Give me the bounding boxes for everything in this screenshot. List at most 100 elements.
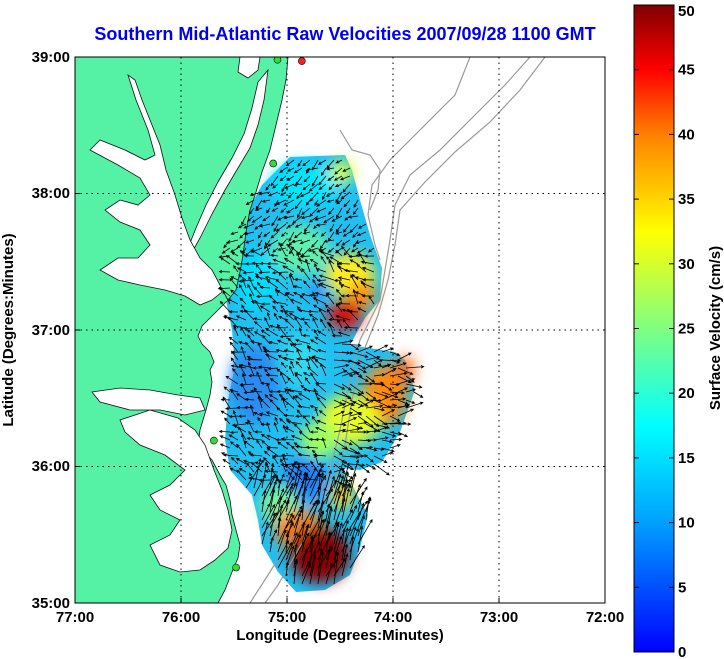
velocity-arrow-530 xyxy=(222,396,231,409)
velocity-arrow-301 xyxy=(272,305,279,313)
velocity-arrow-602 xyxy=(266,421,271,433)
velocity-arrow-216 xyxy=(343,268,359,273)
velocity-arrow-229 xyxy=(301,267,311,281)
station-delaware-marker xyxy=(273,57,282,64)
velocity-arrow-13 xyxy=(326,167,335,171)
velocity-arrow-113 xyxy=(270,231,279,239)
velocity-arrow-576 xyxy=(232,409,239,425)
velocity-arrow-623 xyxy=(246,436,263,441)
velocity-arrow-208 xyxy=(282,265,295,273)
velocity-arrow-197 xyxy=(349,259,359,265)
velocity-arrow-241 xyxy=(248,275,255,289)
velocity-arrow-865 xyxy=(349,544,365,569)
velocity-arrow-413 xyxy=(373,359,382,367)
velocity-arrow-55 xyxy=(294,199,303,210)
velocity-arrow-261 xyxy=(253,286,263,297)
velocity-arrow-462 xyxy=(242,372,247,385)
velocity-arrow-808 xyxy=(261,511,278,537)
velocity-arrow-53 xyxy=(275,199,287,205)
velocity-arrow-84 xyxy=(291,215,303,224)
velocity-arrow-600 xyxy=(247,419,255,433)
velocity-arrow-274 xyxy=(354,291,367,297)
velocity-arrow-591 xyxy=(357,421,368,425)
velocity-arrow-240 xyxy=(242,278,247,289)
velocity-arrow-322 xyxy=(288,312,303,321)
velocity-arrow-751 xyxy=(333,473,342,497)
velocity-arrow-843 xyxy=(341,527,352,553)
velocity-arrow-358 xyxy=(328,322,335,337)
velocity-arrow-289 xyxy=(325,293,335,305)
velocity-arrow-211 xyxy=(314,262,319,273)
velocity-arrow-20 xyxy=(303,175,311,183)
velocity-arrow-573 xyxy=(389,415,401,422)
velocity-arrow-114 xyxy=(281,231,287,238)
velocity-arrow-465 xyxy=(260,381,271,386)
velocity-arrow-632 xyxy=(333,439,349,450)
velocity-arrow-175 xyxy=(319,250,335,257)
velocity-arrow-57 xyxy=(314,199,319,207)
velocity-arrow-445 xyxy=(276,368,287,377)
velocity-arrow-727 xyxy=(245,459,264,489)
velocity-arrow-154 xyxy=(307,247,319,252)
velocity-arrow-68 xyxy=(286,207,295,214)
velocity-arrow-706 xyxy=(280,458,287,473)
graticule xyxy=(75,57,605,603)
velocity-arrow-532 xyxy=(236,405,247,410)
velocity-arrow-842 xyxy=(333,521,343,553)
velocity-arrow-440 xyxy=(238,364,247,377)
velocity-arrow-247 xyxy=(292,285,303,289)
velocity-arrow-485 xyxy=(241,382,247,393)
velocity-arrow-784 xyxy=(285,495,298,521)
velocity-arrow-659 xyxy=(381,447,395,453)
velocity-arrow-100 xyxy=(303,223,311,233)
velocity-arrow-864 xyxy=(341,543,348,569)
x-axis-label: Longitude (Degrees:Minutes) xyxy=(236,627,444,644)
velocity-arrow-820 xyxy=(357,515,365,537)
velocity-arrow-807 xyxy=(357,497,372,529)
velocity-arrow-637 xyxy=(373,436,389,441)
velocity-arrow-209 xyxy=(297,264,303,273)
velocity-arrow-785 xyxy=(293,505,303,521)
velocity-arrow-119 xyxy=(320,231,327,237)
velocity-arrow-260 xyxy=(247,283,255,297)
velocity-arrow-156 xyxy=(327,247,335,253)
velocity-arrow-859 xyxy=(301,548,308,569)
velocity-arrow-167 xyxy=(264,241,271,257)
velocity-arrow-264 xyxy=(276,289,287,297)
velocity-arrow-660 xyxy=(389,444,401,449)
velocity-arrow-87 xyxy=(314,215,327,221)
velocity-arrow-618 xyxy=(397,431,409,437)
velocity-arrow-325 xyxy=(318,308,327,321)
velocity-arrow-143 xyxy=(221,247,231,254)
velocity-arrow-38 xyxy=(258,191,271,196)
velocity-arrow-657 xyxy=(365,447,378,452)
velocity-arrow-838 xyxy=(301,523,310,553)
velocity-arrow-321 xyxy=(284,311,295,321)
velocity-arrow-421 xyxy=(258,365,271,369)
velocity-arrow-832 xyxy=(349,526,357,545)
velocity-arrow-444 xyxy=(265,373,279,377)
velocity-arrow-607 xyxy=(305,422,311,433)
velocity-arrow-110 xyxy=(243,231,255,236)
velocity-arrow-505 xyxy=(405,388,416,393)
velocity-arrow-126 xyxy=(225,239,239,244)
velocity-arrow-111 xyxy=(258,231,263,239)
station-hatteras-marker xyxy=(232,563,240,572)
velocity-arrow-561 xyxy=(283,413,295,418)
velocity-arrow-219 xyxy=(218,278,231,282)
velocity-arrow-560 xyxy=(276,406,287,417)
velocity-arrow-368 xyxy=(287,337,295,345)
velocity-arrow-275 xyxy=(361,294,375,298)
velocity-arrow-667 xyxy=(266,447,279,457)
velocity-arrow-849 xyxy=(301,533,317,561)
velocity-arrow-873 xyxy=(341,553,349,577)
velocity-arrow-606 xyxy=(293,423,303,433)
velocity-arrow-218 xyxy=(361,266,375,273)
velocity-arrow-777 xyxy=(341,479,349,513)
velocity-arrow-386 xyxy=(307,346,319,353)
velocity-arrow-356 xyxy=(313,329,319,337)
velocity-arrow-802 xyxy=(317,500,325,529)
velocity-arrow-617 xyxy=(389,431,402,436)
velocity-arrow-396 xyxy=(230,350,239,361)
velocity-arrow-285 xyxy=(289,298,303,305)
